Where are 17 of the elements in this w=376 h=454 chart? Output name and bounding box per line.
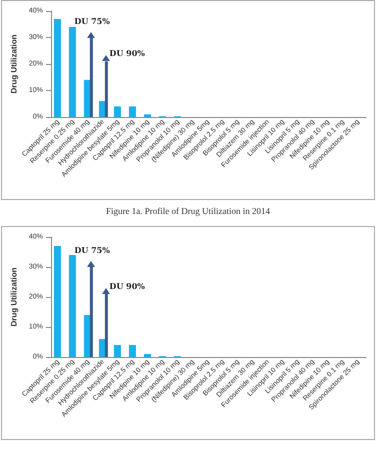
y-axis-title: Drug Utilization [10, 267, 18, 327]
bar [68, 255, 76, 357]
bar [128, 345, 136, 357]
annotation: DU 90% [109, 281, 145, 291]
annotation: DU 75% [74, 16, 110, 26]
bar [144, 354, 151, 357]
bar [54, 18, 61, 117]
annotation: DU 90% [109, 48, 145, 58]
bar [114, 345, 121, 357]
bar [114, 106, 121, 117]
bar [68, 26, 76, 117]
annotation: DU 75% [74, 245, 110, 255]
y-axis-title: Drug Utilization [10, 34, 18, 94]
bar [128, 106, 136, 117]
text: Figure 1a. Profile of Drug Utilization in 2014 [105, 206, 271, 218]
bar [54, 246, 61, 357]
bar [144, 114, 151, 117]
